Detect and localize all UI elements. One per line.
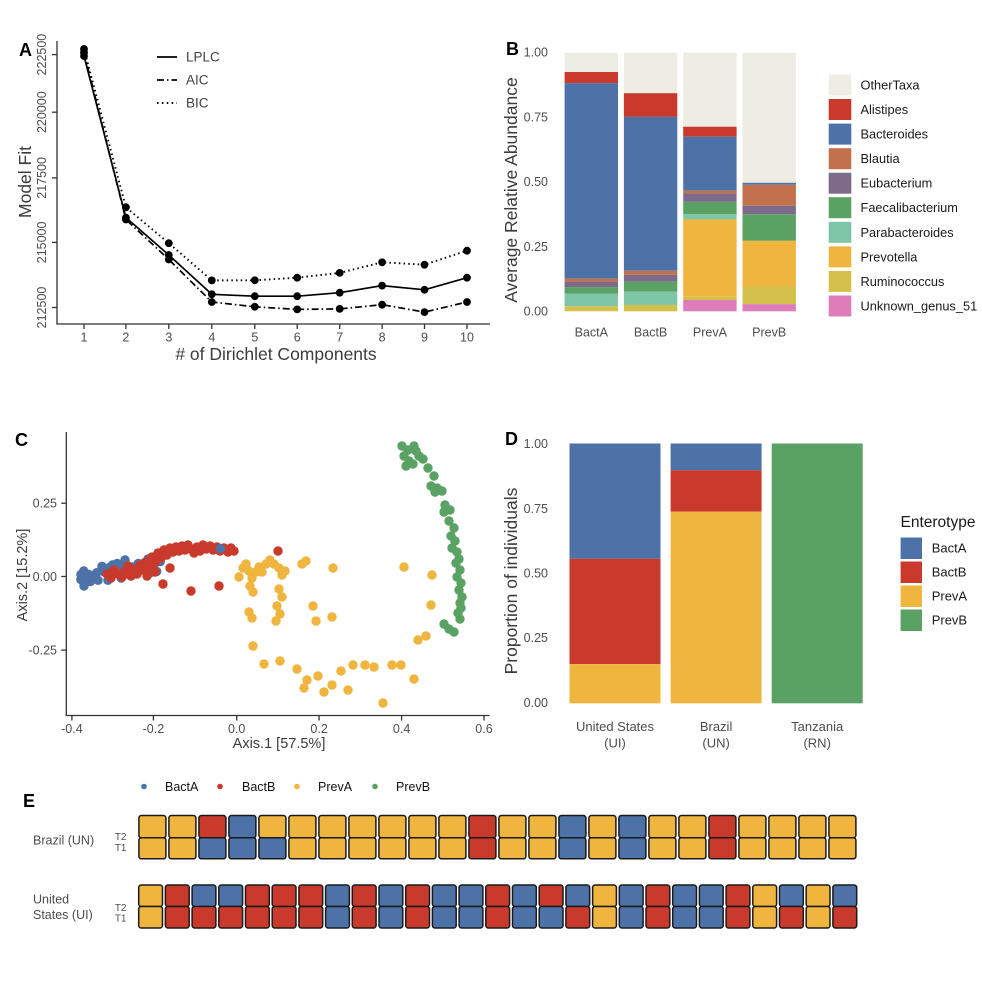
svg-text:8: 8: [379, 331, 386, 345]
svg-text:7: 7: [336, 331, 343, 345]
svg-text:Alistipes: Alistipes: [861, 102, 909, 117]
svg-text:Axis.2 [15.2%]: Axis.2 [15.2%]: [15, 529, 31, 622]
svg-text:1: 1: [81, 331, 88, 345]
svg-text:9: 9: [421, 331, 428, 345]
svg-text:0.25: 0.25: [524, 240, 548, 254]
svg-text:222500: 222500: [35, 34, 49, 76]
svg-text:-0.2: -0.2: [143, 722, 165, 736]
svg-text:Proportion of individuals: Proportion of individuals: [501, 487, 521, 674]
svg-text:2: 2: [122, 331, 129, 345]
svg-text:Prevotella: Prevotella: [861, 249, 919, 264]
svg-text:Average Relative Abundance: Average Relative Abundance: [501, 77, 521, 302]
svg-text:0.25: 0.25: [524, 631, 548, 645]
svg-text:Brazil: Brazil: [700, 719, 733, 734]
svg-text:PrevA: PrevA: [932, 589, 968, 604]
svg-text:BactA: BactA: [165, 780, 199, 794]
svg-text:PrevA: PrevA: [693, 326, 728, 340]
svg-text:PrevA: PrevA: [318, 780, 353, 794]
svg-text:10: 10: [460, 331, 474, 345]
svg-text:AIC: AIC: [186, 73, 209, 88]
svg-text:Enterotype: Enterotype: [901, 514, 976, 531]
svg-text:T1: T1: [115, 914, 127, 925]
svg-text:Brazil (UN): Brazil (UN): [33, 834, 94, 848]
svg-text:BactB: BactB: [242, 780, 275, 794]
svg-text:212500: 212500: [35, 287, 49, 329]
svg-text:PrevB: PrevB: [752, 326, 786, 340]
svg-text:United: United: [33, 893, 69, 907]
svg-text:0.75: 0.75: [524, 502, 548, 516]
svg-text:BIC: BIC: [186, 96, 209, 111]
svg-text:3: 3: [165, 331, 172, 345]
svg-text:T1: T1: [115, 843, 127, 854]
svg-text:BactA: BactA: [575, 326, 609, 340]
svg-text:0.00: 0.00: [524, 696, 548, 710]
svg-text:-0.25: -0.25: [29, 643, 58, 657]
svg-text:OtherTaxa: OtherTaxa: [861, 78, 921, 93]
svg-text:215000: 215000: [35, 221, 49, 263]
svg-text:BactA: BactA: [932, 541, 967, 556]
svg-text:Bacteroides: Bacteroides: [861, 127, 929, 142]
svg-text:1.00: 1.00: [524, 437, 548, 451]
svg-text:PrevB: PrevB: [396, 780, 430, 794]
svg-text:D: D: [505, 429, 518, 449]
svg-text:0.0: 0.0: [228, 722, 245, 736]
svg-text:5: 5: [251, 331, 258, 345]
svg-text:(UI): (UI): [604, 736, 626, 751]
svg-text:217500: 217500: [35, 157, 49, 199]
svg-text:B: B: [506, 39, 519, 59]
svg-text:Parabacteroides: Parabacteroides: [861, 225, 954, 240]
svg-text:0.00: 0.00: [33, 570, 57, 584]
svg-text:Model Fit: Model Fit: [15, 146, 35, 218]
svg-text:0.00: 0.00: [524, 305, 548, 319]
svg-text:(UN): (UN): [702, 736, 729, 751]
svg-text:Tanzania: Tanzania: [791, 719, 844, 734]
svg-text:0.2: 0.2: [310, 722, 327, 736]
svg-text:220000: 220000: [35, 91, 49, 133]
svg-text:Axis.1 [57.5%]: Axis.1 [57.5%]: [233, 736, 326, 752]
svg-text:Ruminococcus: Ruminococcus: [861, 274, 945, 289]
svg-text:-0.4: -0.4: [61, 722, 83, 736]
svg-text:PrevB: PrevB: [932, 613, 967, 628]
svg-text:Eubacterium: Eubacterium: [861, 176, 933, 191]
svg-text:0.50: 0.50: [524, 175, 548, 189]
svg-text:LPLC: LPLC: [186, 50, 220, 65]
svg-text:0.25: 0.25: [33, 497, 57, 511]
svg-text:(RN): (RN): [803, 736, 830, 751]
svg-text:0.75: 0.75: [524, 110, 548, 124]
svg-text:E: E: [23, 791, 35, 811]
svg-text:United States: United States: [576, 719, 655, 734]
svg-text:Blautia: Blautia: [861, 151, 901, 166]
svg-text:Faecalibacterium: Faecalibacterium: [861, 200, 958, 215]
svg-text:Unknown_genus_51: Unknown_genus_51: [861, 299, 978, 314]
svg-text:0.50: 0.50: [524, 567, 548, 581]
svg-text:T2: T2: [115, 903, 127, 914]
svg-text:4: 4: [208, 331, 215, 345]
svg-text:0.6: 0.6: [475, 722, 492, 736]
svg-text:6: 6: [294, 331, 301, 345]
svg-text:1.00: 1.00: [524, 46, 548, 60]
svg-text:BactB: BactB: [932, 565, 967, 580]
svg-text:# of Dirichlet Components: # of Dirichlet Components: [175, 344, 377, 364]
svg-text:C: C: [15, 430, 28, 450]
svg-text:States (UI): States (UI): [33, 908, 93, 922]
svg-text:T2: T2: [115, 832, 127, 843]
svg-text:A: A: [19, 40, 32, 60]
svg-text:BactB: BactB: [634, 326, 667, 340]
svg-text:0.4: 0.4: [393, 722, 410, 736]
